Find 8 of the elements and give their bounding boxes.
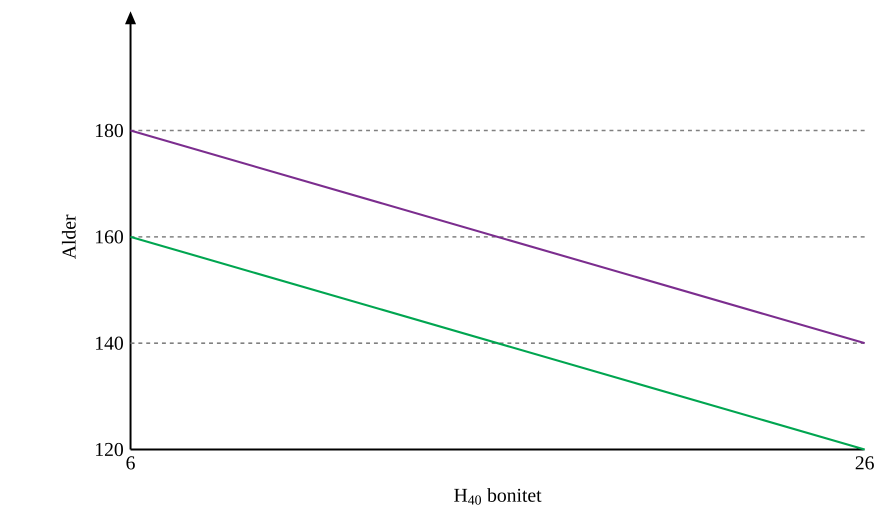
y-tick-label: 120 [96, 442, 123, 456]
y-tick-label: 180 [96, 124, 123, 138]
x-tick-label: 6 [126, 456, 135, 470]
x-axis-title: H$_{40}$ bonitet [454, 488, 542, 505]
y-tick-label: 160 [96, 230, 123, 244]
x-tick-label: 26 [856, 456, 874, 470]
y-tick-label: 140 [96, 336, 123, 350]
y-axis-title: Alder [62, 214, 76, 259]
